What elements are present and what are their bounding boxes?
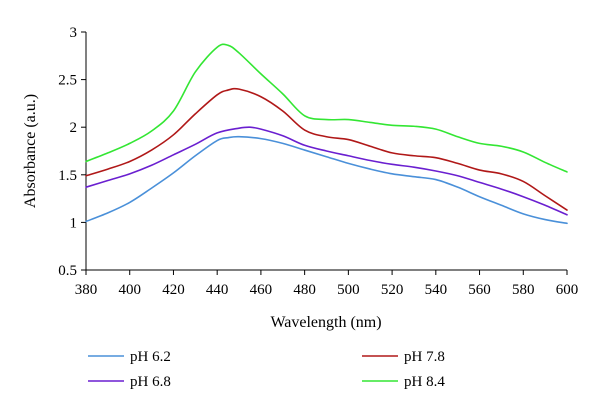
x-axis-label: Wavelength (nm) — [270, 314, 381, 331]
y-tick-label: 2 — [70, 120, 78, 136]
series-line-ph-6-8 — [85, 126, 568, 216]
y-tick-label: 1.5 — [58, 168, 77, 184]
legend: pH 6.2 pH 6.8 pH 7.8 pH 8.4 — [88, 349, 445, 390]
x-tick-label: 420 — [162, 282, 185, 298]
legend-item: pH 8.4 — [362, 374, 445, 390]
y-tick-label: 2.5 — [58, 73, 77, 89]
legend-label: pH 6.2 — [130, 349, 171, 365]
x-tick-label: 480 — [293, 282, 316, 298]
legend-label: pH 6.8 — [130, 374, 171, 390]
series-line-ph-8-4 — [85, 43, 568, 173]
legend-item: pH 7.8 — [362, 349, 445, 365]
x-tick-label: 560 — [468, 282, 491, 298]
legend-label: pH 8.4 — [404, 374, 445, 390]
x-tick-label: 400 — [118, 282, 141, 298]
x-tick-label: 520 — [381, 282, 404, 298]
series-line-ph-6-2 — [85, 135, 568, 225]
y-tick-label: 0.5 — [58, 263, 77, 279]
x-tick-label: 540 — [425, 282, 448, 298]
x-tick-label: 600 — [556, 282, 579, 298]
x-ticks: 380 400 420 440 460 480 500 520 540 560 580 600 — [75, 270, 579, 298]
legend-item: pH 6.8 — [88, 374, 171, 390]
series-lines — [85, 43, 568, 225]
y-tick-label: 1 — [70, 215, 78, 231]
x-tick-label: 500 — [337, 282, 360, 298]
series-line-ph-7-8 — [85, 87, 568, 211]
x-tick-label: 380 — [75, 282, 98, 298]
x-tick-label: 440 — [206, 282, 229, 298]
legend-label: pH 7.8 — [404, 349, 445, 365]
legend-item: pH 6.2 — [88, 349, 171, 365]
y-tick-label: 3 — [70, 25, 78, 41]
y-ticks: 0.5 1 1.5 2 2.5 3 — [58, 25, 86, 279]
y-axis-label: Absorbance (a.u.) — [22, 94, 39, 208]
x-tick-label: 460 — [250, 282, 273, 298]
x-tick-label: 580 — [512, 282, 535, 298]
